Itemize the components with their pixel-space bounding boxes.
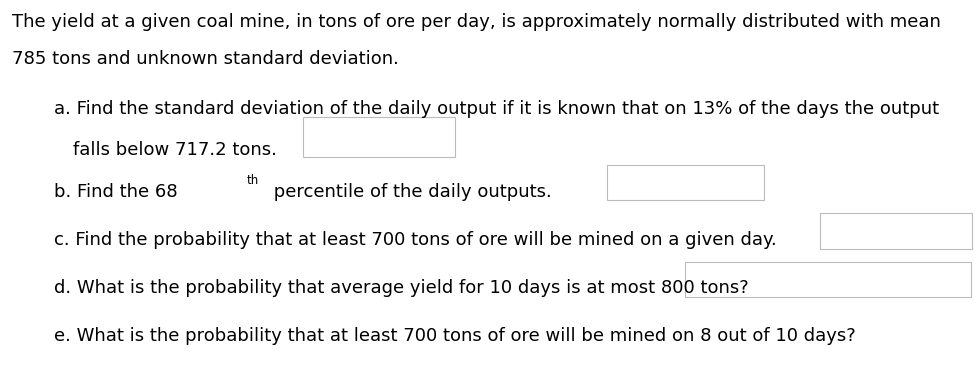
Text: falls below 717.2 tons.: falls below 717.2 tons. (73, 141, 277, 159)
Text: d. What is the probability that average yield for 10 days is at most 800 tons?: d. What is the probability that average … (54, 279, 748, 297)
Text: b. Find the 68: b. Find the 68 (54, 183, 177, 201)
FancyBboxPatch shape (820, 213, 971, 249)
Text: th: th (246, 174, 259, 187)
Text: e. What is the probability that at least 700 tons of ore will be mined on 8 out : e. What is the probability that at least… (54, 327, 855, 346)
FancyBboxPatch shape (606, 165, 763, 200)
Text: The yield at a given coal mine, in tons of ore per day, is approximately normall: The yield at a given coal mine, in tons … (12, 13, 940, 31)
Text: c. Find the probability that at least 700 tons of ore will be mined on a given d: c. Find the probability that at least 70… (54, 231, 776, 249)
Text: 785 tons and unknown standard deviation.: 785 tons and unknown standard deviation. (12, 50, 398, 68)
Text: a. Find the standard deviation of the daily output if it is known that on 13% of: a. Find the standard deviation of the da… (54, 100, 938, 118)
Text: percentile of the daily outputs.: percentile of the daily outputs. (268, 183, 552, 201)
FancyBboxPatch shape (685, 262, 970, 297)
FancyBboxPatch shape (303, 117, 455, 157)
